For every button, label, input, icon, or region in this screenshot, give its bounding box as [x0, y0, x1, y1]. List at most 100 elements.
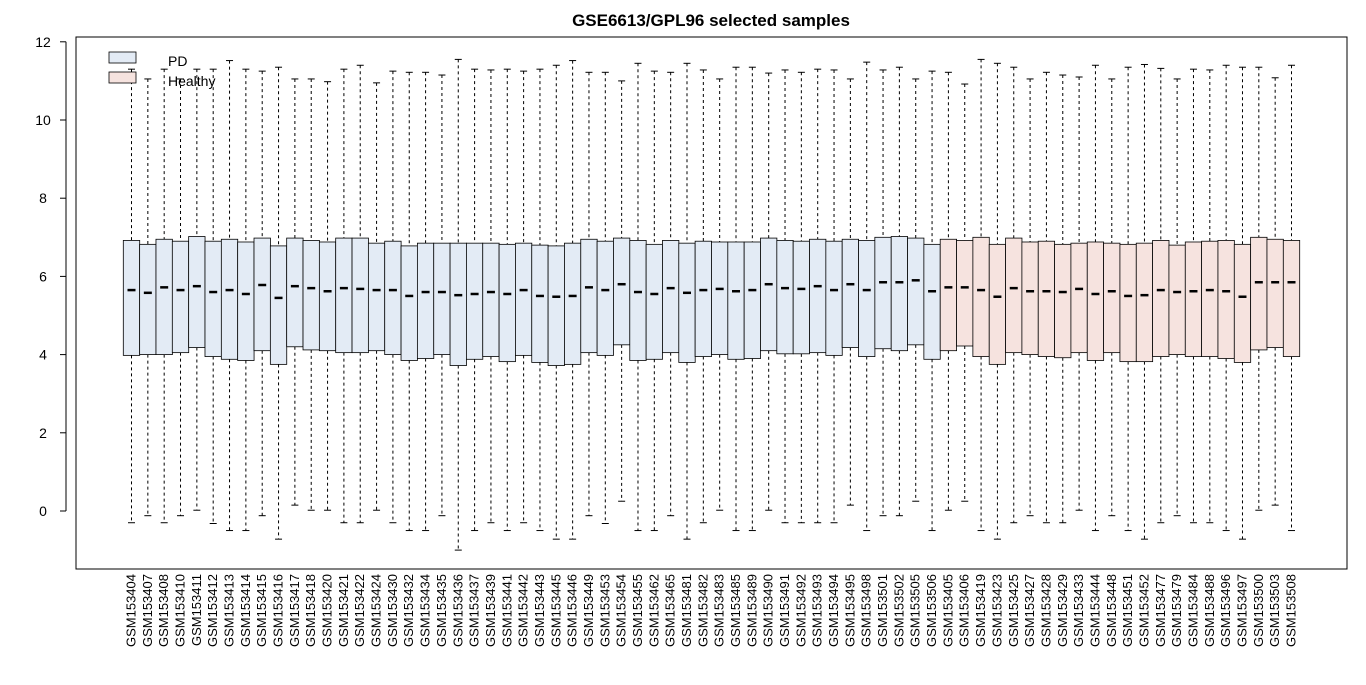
iqr-box — [384, 240, 402, 356]
iqr-box — [694, 240, 712, 357]
x-tick-label: GSM153423 — [989, 574, 1004, 647]
x-tick-label: GSM153451 — [1120, 574, 1135, 647]
box-GSM153446 — [564, 60, 582, 540]
box-GSM153404 — [122, 68, 141, 524]
iqr-box — [988, 243, 1007, 365]
iqr-box — [825, 240, 843, 356]
x-tick-label: GSM153492 — [793, 574, 808, 647]
x-tick-label: GSM153412 — [205, 574, 220, 647]
box-GSM153413 — [220, 60, 239, 532]
x-tick-label: GSM153410 — [173, 574, 188, 647]
legend-label-pd: PD — [168, 53, 187, 69]
iqr-box — [531, 244, 549, 363]
x-tick-label: GSM153465 — [663, 574, 678, 647]
box-GSM153462 — [645, 70, 663, 532]
iqr-box — [188, 236, 206, 348]
iqr-box — [1086, 241, 1105, 361]
box-GSM153494 — [825, 69, 843, 524]
iqr-box — [743, 241, 761, 359]
box-GSM153449 — [580, 71, 598, 517]
x-tick-label: GSM153432 — [401, 574, 416, 647]
box-GSM153492 — [792, 71, 810, 524]
x-tick-label: GSM153490 — [761, 574, 776, 647]
iqr-box — [662, 240, 680, 354]
y-axis: 0 2 4 6 8 10 12 — [35, 34, 67, 519]
x-tick-label: GSM153501 — [875, 574, 890, 647]
chart-title: GSE6613/GPL96 selected samples — [572, 11, 850, 30]
x-tick-label: GSM153502 — [891, 574, 906, 647]
x-tick-label: GSM153508 — [1284, 574, 1299, 647]
box-GSM153422 — [351, 64, 369, 524]
box-GSM153454 — [613, 80, 631, 502]
x-tick-label: GSM153484 — [1185, 574, 1200, 647]
iqr-box — [171, 240, 190, 354]
iqr-box — [841, 238, 859, 348]
box-GSM153455 — [629, 62, 647, 532]
x-tick-label: GSM153421 — [336, 574, 351, 647]
x-tick-label: GSM153462 — [646, 574, 661, 647]
box-GSM153419 — [972, 58, 990, 532]
x-tick-label: GSM153428 — [1038, 574, 1053, 647]
iqr-box — [678, 242, 696, 363]
x-tick-label: GSM153491 — [777, 574, 792, 647]
box-GSM153448 — [1103, 78, 1121, 517]
box-GSM153430 — [384, 70, 402, 524]
box-GSM153501 — [874, 69, 892, 517]
x-tick-label: GSM153448 — [1104, 574, 1119, 647]
x-tick-label: GSM153493 — [810, 574, 825, 647]
iqr-box — [956, 240, 974, 347]
x-tick-label: GSM153482 — [695, 574, 710, 647]
box-GSM153441 — [498, 68, 516, 532]
x-tick-label: GSM153446 — [565, 574, 580, 647]
x-tick-label: GSM153411 — [189, 574, 204, 646]
y-tick-label: 6 — [39, 268, 47, 284]
box-GSM153490 — [760, 72, 778, 511]
box-GSM153497 — [1233, 66, 1252, 540]
iqr-box — [564, 242, 582, 365]
x-tick-label: GSM153494 — [826, 574, 841, 647]
iqr-box — [302, 240, 320, 351]
iqr-box — [907, 237, 925, 346]
box-GSM153508 — [1282, 64, 1301, 532]
x-tick-label: GSM153483 — [712, 574, 727, 647]
iqr-box — [792, 240, 810, 355]
box-GSM153412 — [204, 68, 222, 525]
box-GSM153432 — [400, 71, 418, 532]
box-GSM153407 — [139, 78, 157, 517]
box-GSM153484 — [1184, 68, 1203, 524]
x-tick-label: GSM153452 — [1136, 574, 1151, 647]
x-tick-label: GSM153422 — [352, 574, 367, 647]
iqr-box — [809, 238, 827, 354]
x-tick-label: GSM153506 — [924, 574, 939, 647]
iqr-box — [1233, 243, 1252, 363]
iqr-box — [1250, 236, 1268, 351]
box-GSM153410 — [171, 78, 190, 517]
box-GSM153411 — [188, 68, 206, 511]
y-tick-label: 12 — [35, 34, 51, 50]
x-tick-label: GSM153477 — [1153, 574, 1168, 647]
x-tick-label: GSM153505 — [908, 574, 923, 647]
iqr-box — [727, 241, 745, 360]
iqr-box — [776, 240, 794, 355]
iqr-box — [155, 238, 173, 356]
box-GSM153453 — [596, 71, 614, 525]
box-GSM153408 — [155, 68, 173, 524]
iqr-box — [629, 240, 647, 361]
box-GSM153489 — [743, 66, 761, 532]
iqr-box — [596, 240, 614, 356]
box-series — [122, 58, 1301, 551]
iqr-box — [433, 242, 451, 355]
x-tick-label: GSM153454 — [614, 574, 629, 647]
iqr-box — [1282, 240, 1301, 357]
iqr-box — [400, 245, 418, 361]
x-tick-label: GSM153439 — [483, 574, 498, 647]
iqr-box — [515, 242, 533, 356]
x-tick-label: GSM153418 — [303, 574, 318, 647]
box-GSM153416 — [269, 66, 288, 540]
iqr-box — [465, 242, 484, 360]
box-GSM153429 — [1054, 74, 1072, 524]
iqr-box — [711, 241, 729, 356]
y-tick-label: 2 — [39, 425, 47, 441]
box-GSM153452 — [1135, 63, 1154, 540]
legend-swatch-pd — [108, 51, 137, 64]
